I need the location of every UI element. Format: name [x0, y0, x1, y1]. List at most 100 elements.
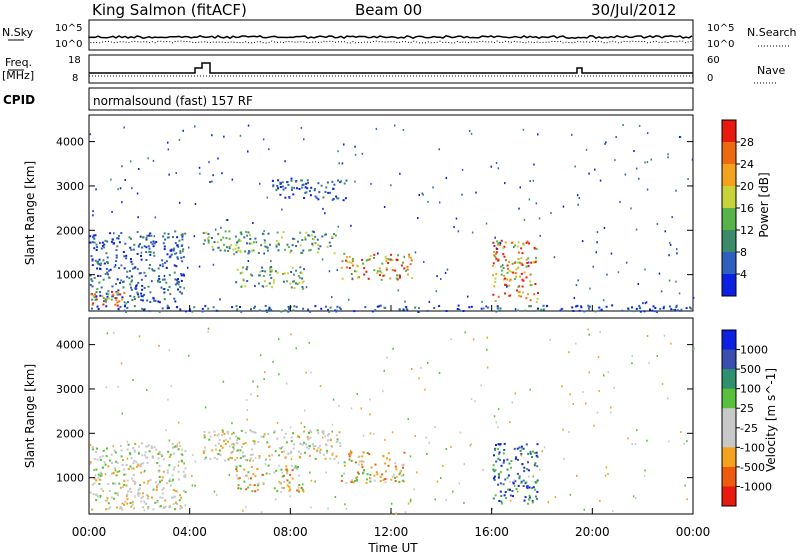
heatmap-cell — [127, 443, 130, 446]
heatmap-cell — [129, 453, 132, 456]
heatmap-cell — [269, 270, 272, 273]
heatmap-cell — [118, 482, 121, 485]
colorbar-segment — [722, 388, 736, 409]
heatmap-cell — [174, 489, 177, 492]
heatmap-cell — [668, 440, 670, 443]
heatmap-cell — [115, 474, 118, 477]
heatmap-cell — [525, 265, 528, 268]
heatmap-cell — [114, 297, 117, 300]
heatmap-cell — [384, 307, 387, 309]
heatmap-cell — [350, 480, 353, 483]
heatmap-cell — [158, 464, 161, 467]
heatmap-cell — [336, 269, 338, 272]
heatmap-cell — [679, 136, 682, 138]
heatmap-cell — [510, 460, 513, 462]
heatmap-cell — [395, 512, 397, 515]
heatmap-cell — [529, 388, 531, 391]
heatmap-cell — [314, 457, 317, 460]
heatmap-cell — [284, 187, 287, 190]
heatmap-cell — [166, 253, 169, 256]
heatmap-cell — [173, 452, 176, 455]
colorbar-tick-label: -1000 — [740, 480, 772, 493]
heatmap-cell — [369, 473, 372, 476]
heatmap-cell — [122, 251, 125, 253]
heatmap-cell — [331, 430, 333, 433]
heatmap-cell — [126, 448, 129, 451]
heatmap-cell — [603, 226, 606, 229]
heatmap-cell — [324, 435, 326, 438]
heatmap-cell — [384, 481, 387, 484]
heatmap-cell — [388, 258, 390, 261]
heatmap-cell — [158, 452, 161, 455]
heatmap-cell — [113, 449, 116, 452]
heatmap-cell — [106, 297, 109, 300]
heatmap-cell — [166, 304, 169, 307]
heatmap-cell — [534, 488, 537, 491]
heatmap-cell — [224, 442, 227, 445]
heatmap-cell — [106, 240, 109, 243]
heatmap-cell — [129, 283, 132, 286]
heatmap-cell — [119, 281, 122, 284]
heatmap-cell — [94, 298, 97, 301]
heatmap-cell — [588, 172, 590, 175]
heatmap-cell — [290, 177, 293, 180]
freq-label-line2: [MHz] — [2, 69, 34, 82]
heatmap-cell — [136, 192, 139, 195]
colorbar-segment — [722, 208, 736, 231]
heatmap-cell — [360, 460, 363, 463]
heatmap-cell — [205, 231, 208, 234]
heatmap-cell — [265, 285, 268, 287]
heatmap-cell — [293, 238, 296, 241]
heatmap-cell — [283, 436, 286, 439]
heatmap-cell — [311, 242, 314, 245]
heatmap-cell — [282, 487, 285, 489]
heatmap-cell — [105, 386, 108, 389]
heatmap-cell — [99, 267, 101, 270]
heatmap-cell — [309, 248, 312, 251]
heatmap-cell — [524, 482, 527, 485]
heatmap-cell — [308, 454, 311, 457]
heatmap-cell — [169, 453, 172, 456]
heatmap-cell — [293, 280, 295, 283]
heatmap-cell — [520, 480, 523, 483]
heatmap-cell — [287, 310, 290, 313]
heatmap-cell — [351, 257, 354, 260]
heatmap-cell — [417, 310, 420, 313]
heatmap-cell — [267, 433, 270, 435]
heatmap-cell — [242, 451, 245, 454]
heatmap-cell — [660, 290, 663, 293]
heatmap-cell — [175, 501, 177, 504]
heatmap-cell — [373, 269, 376, 272]
heatmap-cell — [140, 254, 142, 257]
heatmap-cell — [245, 398, 248, 401]
heatmap-cell — [115, 256, 118, 259]
heatmap-cell — [151, 456, 154, 459]
heatmap-cell — [118, 234, 120, 237]
heatmap-cell — [129, 295, 132, 297]
heatmap-cell — [365, 478, 368, 481]
heatmap-cell — [335, 441, 338, 443]
heatmap-cell — [211, 449, 214, 452]
heatmap-cell — [333, 183, 336, 186]
heatmap-cell — [207, 233, 210, 236]
heatmap-cell — [384, 478, 387, 481]
heatmap-cell — [309, 436, 312, 439]
heatmap-cell — [644, 302, 647, 305]
heatmap-cell — [520, 262, 523, 265]
heatmap-cell — [521, 278, 524, 281]
heatmap-cell — [334, 496, 337, 498]
power-colorbar-label: Power [dB] — [757, 172, 771, 237]
heatmap-cell — [382, 390, 384, 393]
heatmap-cell — [481, 300, 483, 303]
heatmap-cell — [317, 182, 320, 185]
heatmap-cell — [225, 219, 228, 222]
heatmap-cell — [247, 231, 250, 234]
heatmap-cell — [147, 285, 150, 288]
heatmap-cell — [270, 270, 273, 273]
heatmap-cell — [340, 479, 343, 482]
heatmap-cell — [455, 217, 458, 220]
heatmap-cell — [273, 487, 276, 490]
heatmap-cell — [571, 306, 574, 309]
heatmap-cell — [301, 443, 304, 446]
